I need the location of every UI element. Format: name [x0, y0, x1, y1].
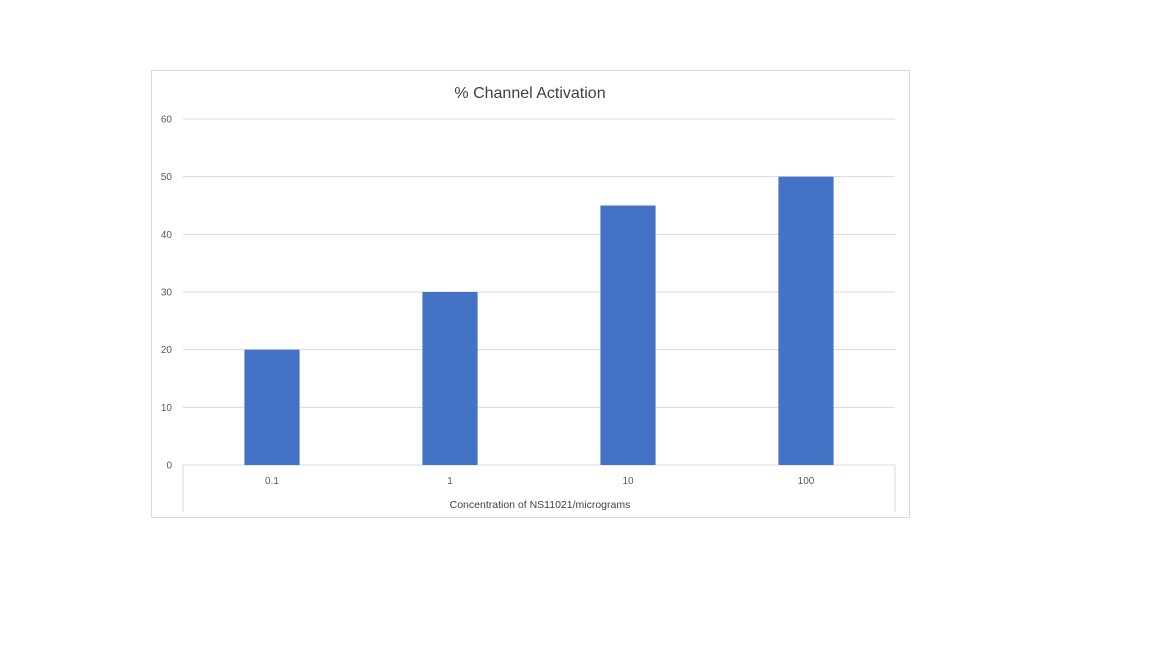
- bar-100: [778, 176, 834, 465]
- x-tick-label: 10: [622, 476, 634, 487]
- bars: [244, 176, 834, 465]
- y-tick-label: 40: [161, 230, 173, 241]
- axis-frame: [182, 464, 896, 512]
- y-tick-label: 0: [166, 461, 172, 472]
- x-tick-label: 100: [798, 476, 815, 487]
- y-tick-label: 60: [161, 115, 173, 126]
- bar-1: [422, 292, 478, 465]
- x-axis-title: Concentration of NS11021/micrograms: [450, 499, 631, 511]
- bar-0.1: [244, 349, 300, 465]
- chart-title: % Channel Activation: [454, 85, 605, 102]
- y-tick-label: 10: [161, 403, 173, 414]
- y-tick-label: 30: [161, 288, 173, 299]
- x-tick-labels: 0.1 1 10 100: [265, 476, 815, 487]
- y-tick-label: 50: [161, 172, 173, 183]
- bar-10: [600, 205, 656, 465]
- x-tick-label: 0.1: [265, 476, 279, 487]
- y-tick-labels: 0 10 20 30 40 50 60: [161, 115, 173, 472]
- x-tick-label: 1: [447, 476, 453, 487]
- gridlines: [183, 118, 895, 408]
- y-tick-label: 20: [161, 345, 173, 356]
